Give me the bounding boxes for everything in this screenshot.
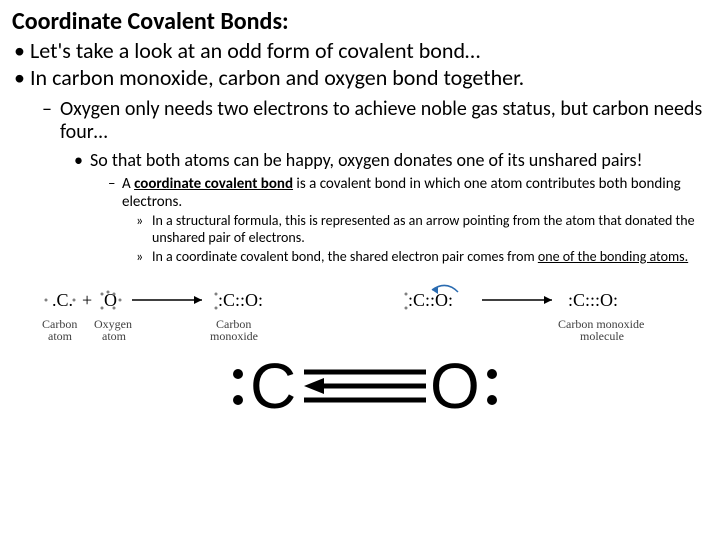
svg-text:monoxide: monoxide	[210, 329, 258, 343]
bullet-oxygen-needs: Oxygen only needs two electrons to achie…	[12, 98, 708, 144]
slide-title: Coordinate Covalent Bonds:	[12, 8, 708, 37]
svg-text:molecule: molecule	[580, 329, 624, 343]
svg-text:O: O	[430, 350, 480, 422]
reaction-right-svg: :C::O: :C:::O: Carbon monoxide molecule	[402, 284, 692, 354]
svg-text::C::O:: :C::O:	[408, 290, 453, 310]
svg-text:.C.: .C.	[52, 290, 73, 310]
svg-text:+: +	[82, 290, 92, 310]
bullet-carbon-monoxide: In carbon monoxide, carbon and oxygen bo…	[12, 64, 708, 92]
bullet-lets-take-look: Let's take a look at an odd form of cova…	[12, 37, 708, 65]
shared-pre: In a coordinate covalent bond, the share…	[152, 248, 538, 265]
svg-text:atom: atom	[102, 329, 127, 343]
svg-text::C::O:: :C::O:	[218, 290, 263, 310]
diagram-row: .C. + O :C::O: Carbon atom Oxygen atom C	[12, 284, 708, 354]
bullet-shared-pair: In a coordinate covalent bond, the share…	[12, 249, 708, 266]
svg-text:atom: atom	[48, 329, 73, 343]
bullet-atoms-happy: So that both atoms can be happy, oxygen …	[12, 150, 708, 172]
shared-underline: one of the bonding atoms.	[538, 248, 688, 265]
def-pre: A	[122, 175, 134, 193]
svg-text:C: C	[250, 350, 296, 422]
large-lewis-structure: C O	[12, 350, 708, 429]
def-term: coordinate covalent bond	[134, 175, 293, 193]
bullet-definition: A coordinate covalent bond is a covalent…	[12, 175, 708, 211]
svg-text::C:::O:: :C:::O:	[568, 290, 618, 310]
reaction-left-svg: .C. + O :C::O: Carbon atom Oxygen atom C	[32, 284, 342, 354]
bullet-structural-formula: In a structural formula, this is represe…	[12, 213, 708, 247]
